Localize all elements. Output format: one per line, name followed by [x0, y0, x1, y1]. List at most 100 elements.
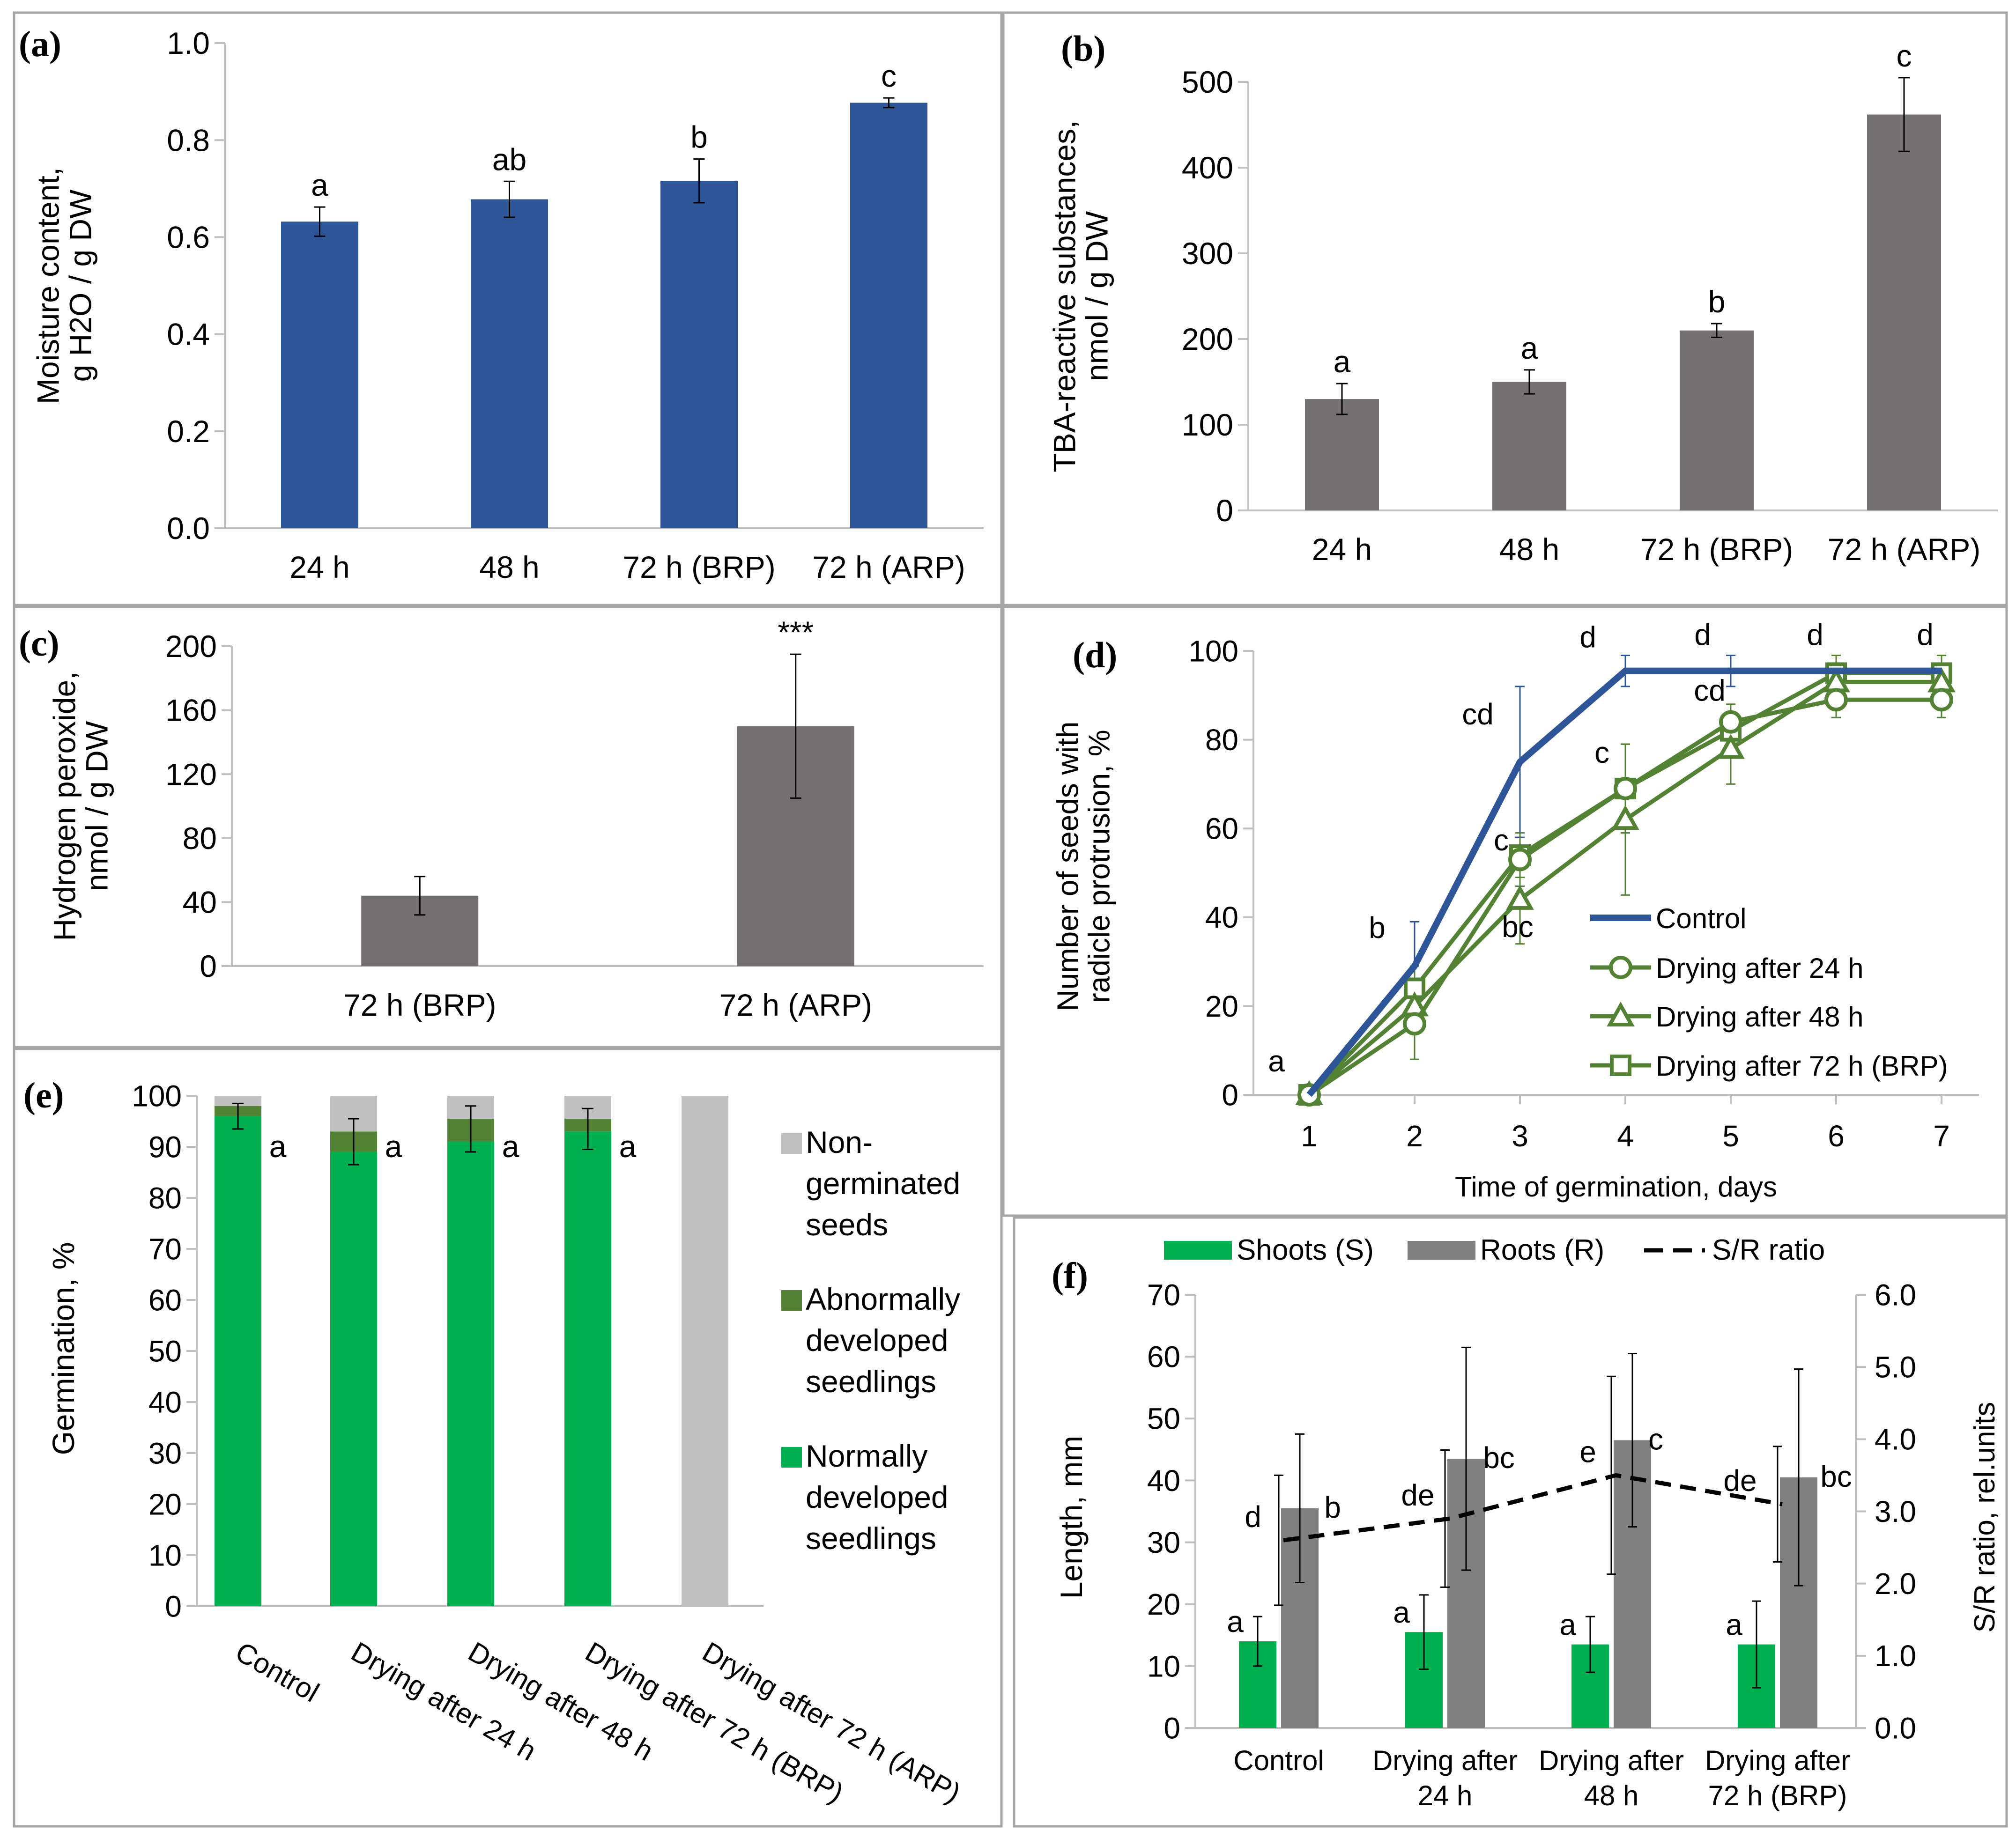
chart-f-x-tick-label: Control — [1233, 1745, 1324, 1776]
chart-d-x-tick-label: 2 — [1406, 1119, 1423, 1153]
panel-f-frame — [1013, 1216, 2008, 1828]
chart-e-y-tick-label: 100 — [132, 1079, 182, 1113]
chart-b-y-label: nmol / g DW — [1080, 211, 1114, 381]
chart-a-significance-letter: a — [311, 168, 328, 202]
chart-f-legend-label: Roots (R) — [1480, 1234, 1604, 1266]
chart-b-y-tick-label: 0 — [1216, 493, 1233, 528]
chart-a-y-tick-label: 0.6 — [167, 220, 210, 255]
chart-e-y-tick-label: 50 — [148, 1334, 182, 1368]
chart-e-legend-label: Abnormally — [806, 1282, 960, 1316]
chart-d-y-tick-label: 20 — [1205, 989, 1238, 1023]
chart-b-bar — [1867, 114, 1941, 511]
panel-d-frame — [1002, 605, 2008, 1217]
chart-d-point — [1614, 776, 1637, 800]
chart-e-legend-label: Non- — [806, 1125, 873, 1159]
chart-f-significance-letter: a — [1559, 1608, 1576, 1642]
chart-f-x-tick-label: 48 h — [1584, 1780, 1639, 1811]
chart-c: 0 40 80 120 160 200 72 h (BRP) *** 72 h (ARP) Hyd… — [47, 615, 984, 1022]
chart-f-y-tick-label: 60 — [1147, 1340, 1180, 1374]
chart-d-significance-letter: d — [1694, 618, 1711, 652]
chart-b-y-tick-label: 100 — [1182, 407, 1233, 442]
chart-c-x-tick-label: 72 h (BRP) — [343, 988, 496, 1022]
chart-b-y-tick-label: 500 — [1182, 65, 1233, 99]
chart-d-legend-label: Drying after 48 h — [1656, 1001, 1864, 1033]
chart-d-x-tick-label: 6 — [1828, 1119, 1845, 1153]
chart-a-x-tick-label: 24 h — [289, 550, 349, 584]
chart-a: 0.0 0.2 0.4 0.6 0.8 1.0 a 24 h ab 48 h b 72 h (BRP)… — [30, 26, 984, 584]
chart-f-significance-letter: d — [1245, 1500, 1261, 1534]
chart-e-legend-label: seeds — [806, 1207, 888, 1242]
chart-d-point — [1930, 688, 1953, 712]
chart-b-bar — [1680, 330, 1754, 510]
chart-e-y-tick-label: 0 — [165, 1589, 182, 1623]
chart-c-y-label: nmol / g DW — [80, 721, 114, 891]
chart-f-y2-tick-label: 5.0 — [1875, 1351, 1916, 1384]
chart-e-bar-segment — [215, 1116, 261, 1606]
chart-d-significance-letter: bc — [1502, 910, 1534, 944]
chart-e-y-tick-label: 20 — [148, 1487, 182, 1521]
chart-e-legend-label: seedlings — [806, 1521, 936, 1556]
chart-b-x-tick-label: 48 h — [1499, 532, 1559, 567]
panel-label-d: (d) — [1073, 635, 1117, 675]
chart-c-significance-letter: *** — [778, 615, 814, 650]
chart-f-ratio-line — [1283, 1473, 1783, 1543]
chart-d-legend-marker — [1610, 1055, 1631, 1076]
chart-e-y-tick-label: 60 — [148, 1283, 182, 1317]
chart-d-y-tick-label: 80 — [1205, 723, 1238, 757]
chart-d-legend-label: Control — [1656, 903, 1746, 934]
chart-d-significance-letter: c — [1494, 823, 1509, 857]
chart-d: 0 20 40 60 80 100 1 2 3 4 5 6 7 Time of germination, … — [1051, 618, 1979, 1203]
chart-e-legend-swatch — [781, 1290, 802, 1311]
panel-label-c: (c) — [19, 623, 59, 664]
chart-f-y2-tick-label: 3.0 — [1875, 1495, 1916, 1528]
chart-d-y-label: Number of seeds with — [1051, 722, 1084, 1011]
chart-c-y-tick-label: 200 — [165, 629, 217, 664]
panel-a-frame — [13, 11, 1003, 606]
chart-a-y-label: g H2O / g DW — [63, 189, 98, 382]
chart-b-bar — [1305, 399, 1379, 510]
chart-b-bar — [1492, 382, 1566, 510]
chart-f-y2-tick-label: 6.0 — [1875, 1278, 1916, 1312]
panel-b-frame — [1002, 11, 2008, 606]
chart-d-point — [1508, 848, 1532, 871]
chart-f-x-tick-label: Drying after — [1705, 1745, 1850, 1776]
chart-f-y-tick-label: 50 — [1147, 1402, 1180, 1436]
chart-a-y-tick-label: 0.4 — [167, 317, 210, 352]
chart-a-y-tick-label: 1.0 — [167, 26, 210, 60]
chart-d-series-line — [1306, 667, 1942, 1097]
chart-f-legend-label: Shoots (S) — [1237, 1234, 1374, 1266]
chart-b-y-tick-label: 300 — [1182, 236, 1233, 271]
chart-d-x-tick-label: 5 — [1722, 1119, 1739, 1153]
chart-e-significance-letter: a — [269, 1129, 287, 1164]
chart-f-x-tick-label: 24 h — [1418, 1780, 1473, 1811]
chart-d-x-tick-label: 7 — [1933, 1119, 1950, 1153]
chart-e-legend-label: germinated — [806, 1166, 960, 1201]
chart-d-x-label: Time of germination, days — [1455, 1171, 1777, 1203]
chart-f-y-tick-label: 70 — [1147, 1278, 1180, 1312]
chart-d-legend-marker — [1609, 956, 1632, 979]
chart-e-x-tick-label: Control — [230, 1636, 325, 1708]
panel-label-a: (a) — [19, 23, 61, 64]
chart-f-significance-letter: a — [1227, 1605, 1244, 1639]
panel-label-b: (b) — [1061, 28, 1105, 69]
chart-f-significance-letter: e — [1579, 1435, 1596, 1469]
chart-e-significance-letter: a — [619, 1129, 637, 1164]
chart-f-legend-swatch — [1164, 1241, 1232, 1260]
chart-d-significance-letter: d — [1917, 618, 1934, 652]
panel-e-frame — [13, 1048, 1003, 1828]
chart-c-y-tick-label: 40 — [183, 885, 217, 920]
chart-f-y2-tick-label: 4.0 — [1875, 1423, 1916, 1456]
chart-f-significance-letter: a — [1393, 1595, 1410, 1629]
chart-f-y-tick-label: 30 — [1147, 1526, 1180, 1559]
chart-f-x-tick-label: 72 h (BRP) — [1708, 1780, 1847, 1811]
chart-a-bar — [850, 103, 927, 529]
chart-c-y-tick-label: 120 — [165, 757, 217, 791]
chart-d-significance-letter: b — [1369, 911, 1386, 945]
chart-d-point — [1717, 734, 1745, 759]
chart-a-bar — [281, 221, 358, 528]
chart-f-y-tick-label: 10 — [1147, 1649, 1180, 1683]
chart-f-significance-letter: a — [1726, 1608, 1742, 1642]
chart-f-significance-letter: bc — [1820, 1460, 1852, 1493]
